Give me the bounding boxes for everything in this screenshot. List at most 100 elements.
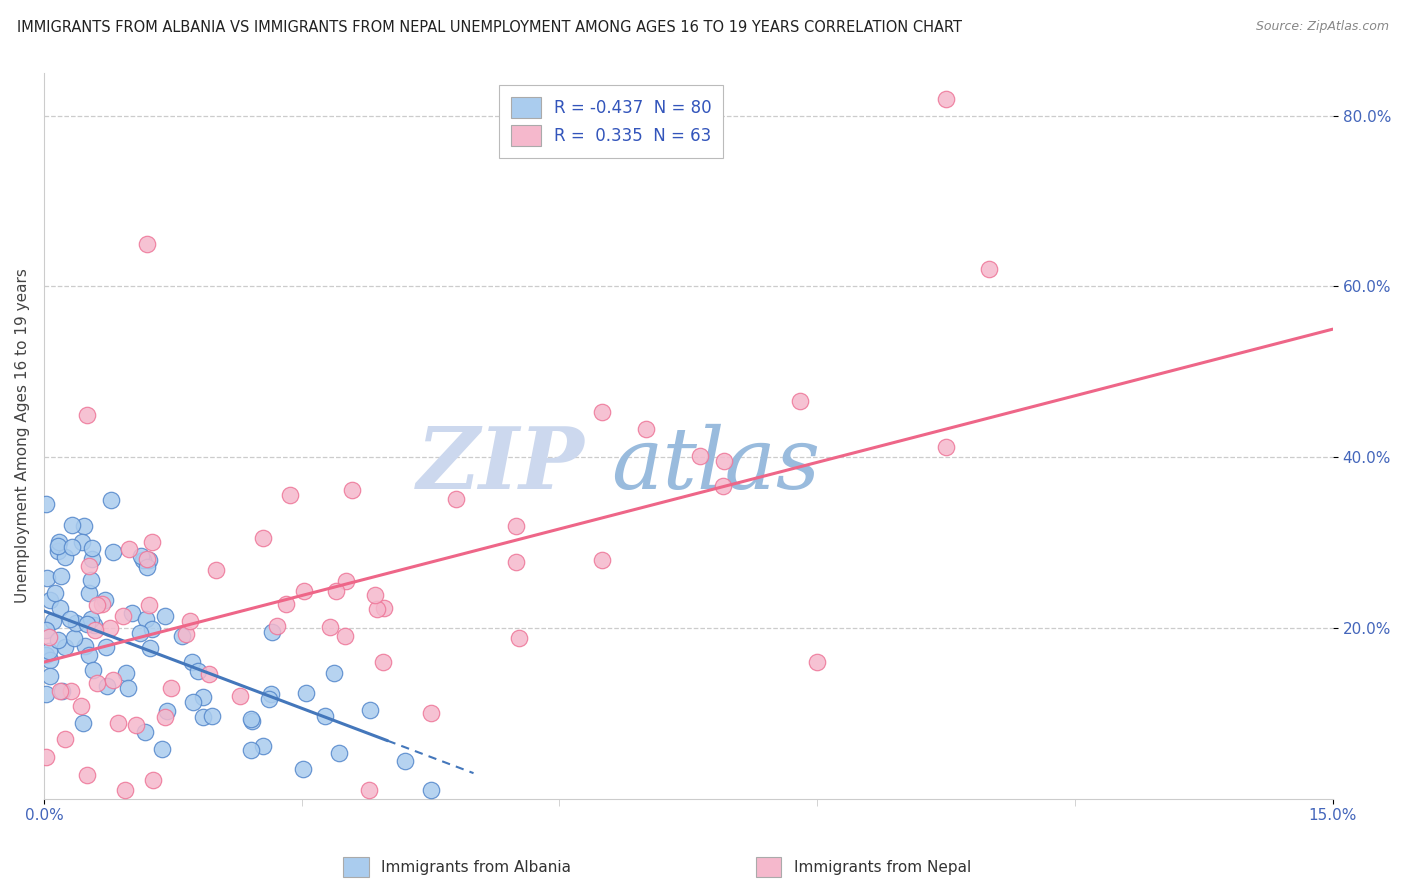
Point (136, 560, 159, 574)
Point (77, 648, 100, 663)
Point (35, 571, 58, 585)
Point (139, 641, 162, 656)
Point (80, 612, 103, 626)
Point (107, 715, 129, 730)
Point (322, 666, 344, 681)
Point (373, 656, 395, 670)
Point (117, 681, 139, 695)
Point (138, 598, 160, 612)
Point (340, 483, 363, 497)
Point (70, 698, 93, 713)
Point (53, 732, 76, 747)
Point (291, 762, 314, 776)
Point (83, 618, 105, 632)
Point (35, 497, 58, 511)
Point (328, 746, 350, 760)
Text: Source: ZipAtlas.com: Source: ZipAtlas.com (1256, 20, 1389, 33)
Point (51, 568, 73, 582)
Point (713, 454, 735, 468)
Point (153, 710, 176, 724)
Point (39, 669, 62, 683)
Point (252, 531, 274, 545)
Text: atlas: atlas (612, 424, 820, 507)
Point (49, 600, 72, 615)
Point (789, 393, 811, 408)
Point (191, 710, 214, 724)
Point (135, 612, 157, 626)
Point (44, 586, 66, 600)
Point (711, 479, 734, 493)
Point (240, 714, 263, 728)
Point (70, 535, 93, 549)
Point (63, 631, 86, 645)
Point (508, 632, 530, 646)
Point (636, 422, 658, 436)
Point (136, 236, 159, 251)
Point (48, 683, 70, 698)
Point (60, 517, 83, 532)
Point (114, 783, 136, 797)
Point (51, 683, 73, 698)
Point (201, 709, 224, 723)
Point (42, 614, 65, 628)
Point (591, 405, 613, 419)
Point (373, 601, 395, 615)
Point (101, 673, 124, 687)
Point (181, 695, 204, 709)
Point (53, 640, 76, 655)
Point (977, 261, 1000, 276)
Point (86, 598, 108, 612)
Point (181, 655, 204, 669)
Point (357, 783, 380, 797)
Point (935, 440, 957, 454)
Point (65, 615, 87, 630)
Point (112, 608, 135, 623)
Point (59, 612, 82, 626)
Point (46, 539, 69, 553)
Legend: R = -0.437  N = 80, R =  0.335  N = 63: R = -0.437 N = 80, R = 0.335 N = 63 (499, 85, 723, 158)
Point (278, 488, 301, 502)
Text: IMMIGRANTS FROM ALBANIA VS IMMIGRANTS FROM NEPAL UNEMPLOYMENT AMONG AGES 16 TO 1: IMMIGRANTS FROM ALBANIA VS IMMIGRANTS FR… (17, 20, 962, 35)
Point (53, 550, 76, 565)
Point (174, 627, 197, 641)
Point (314, 708, 336, 723)
Point (115, 665, 138, 680)
Point (505, 555, 527, 569)
Point (138, 552, 160, 566)
Point (141, 535, 163, 549)
Point (394, 755, 416, 769)
Point (94, 640, 117, 654)
Point (125, 718, 148, 732)
Point (46, 632, 69, 647)
Point (142, 773, 165, 788)
Point (204, 563, 226, 577)
Point (319, 620, 342, 634)
Point (335, 574, 357, 588)
Point (38, 653, 60, 667)
Point (129, 549, 152, 564)
Point (295, 686, 318, 700)
Point (132, 553, 155, 567)
Point (136, 551, 159, 566)
Point (82, 664, 104, 678)
Point (128, 626, 150, 640)
Point (46, 543, 69, 558)
Point (77, 586, 100, 600)
Point (591, 552, 613, 566)
Point (252, 739, 274, 753)
Point (38, 643, 60, 657)
Point (38, 630, 60, 644)
Point (134, 725, 156, 739)
Point (152, 741, 174, 756)
Point (444, 492, 467, 507)
Point (292, 583, 315, 598)
Point (118, 542, 141, 557)
Point (366, 602, 388, 616)
Point (82, 552, 104, 566)
Point (100, 492, 122, 507)
Text: ZIP: ZIP (418, 423, 585, 507)
Point (935, 92, 957, 106)
Point (274, 597, 297, 611)
Point (35, 688, 58, 702)
Point (34, 648, 56, 663)
